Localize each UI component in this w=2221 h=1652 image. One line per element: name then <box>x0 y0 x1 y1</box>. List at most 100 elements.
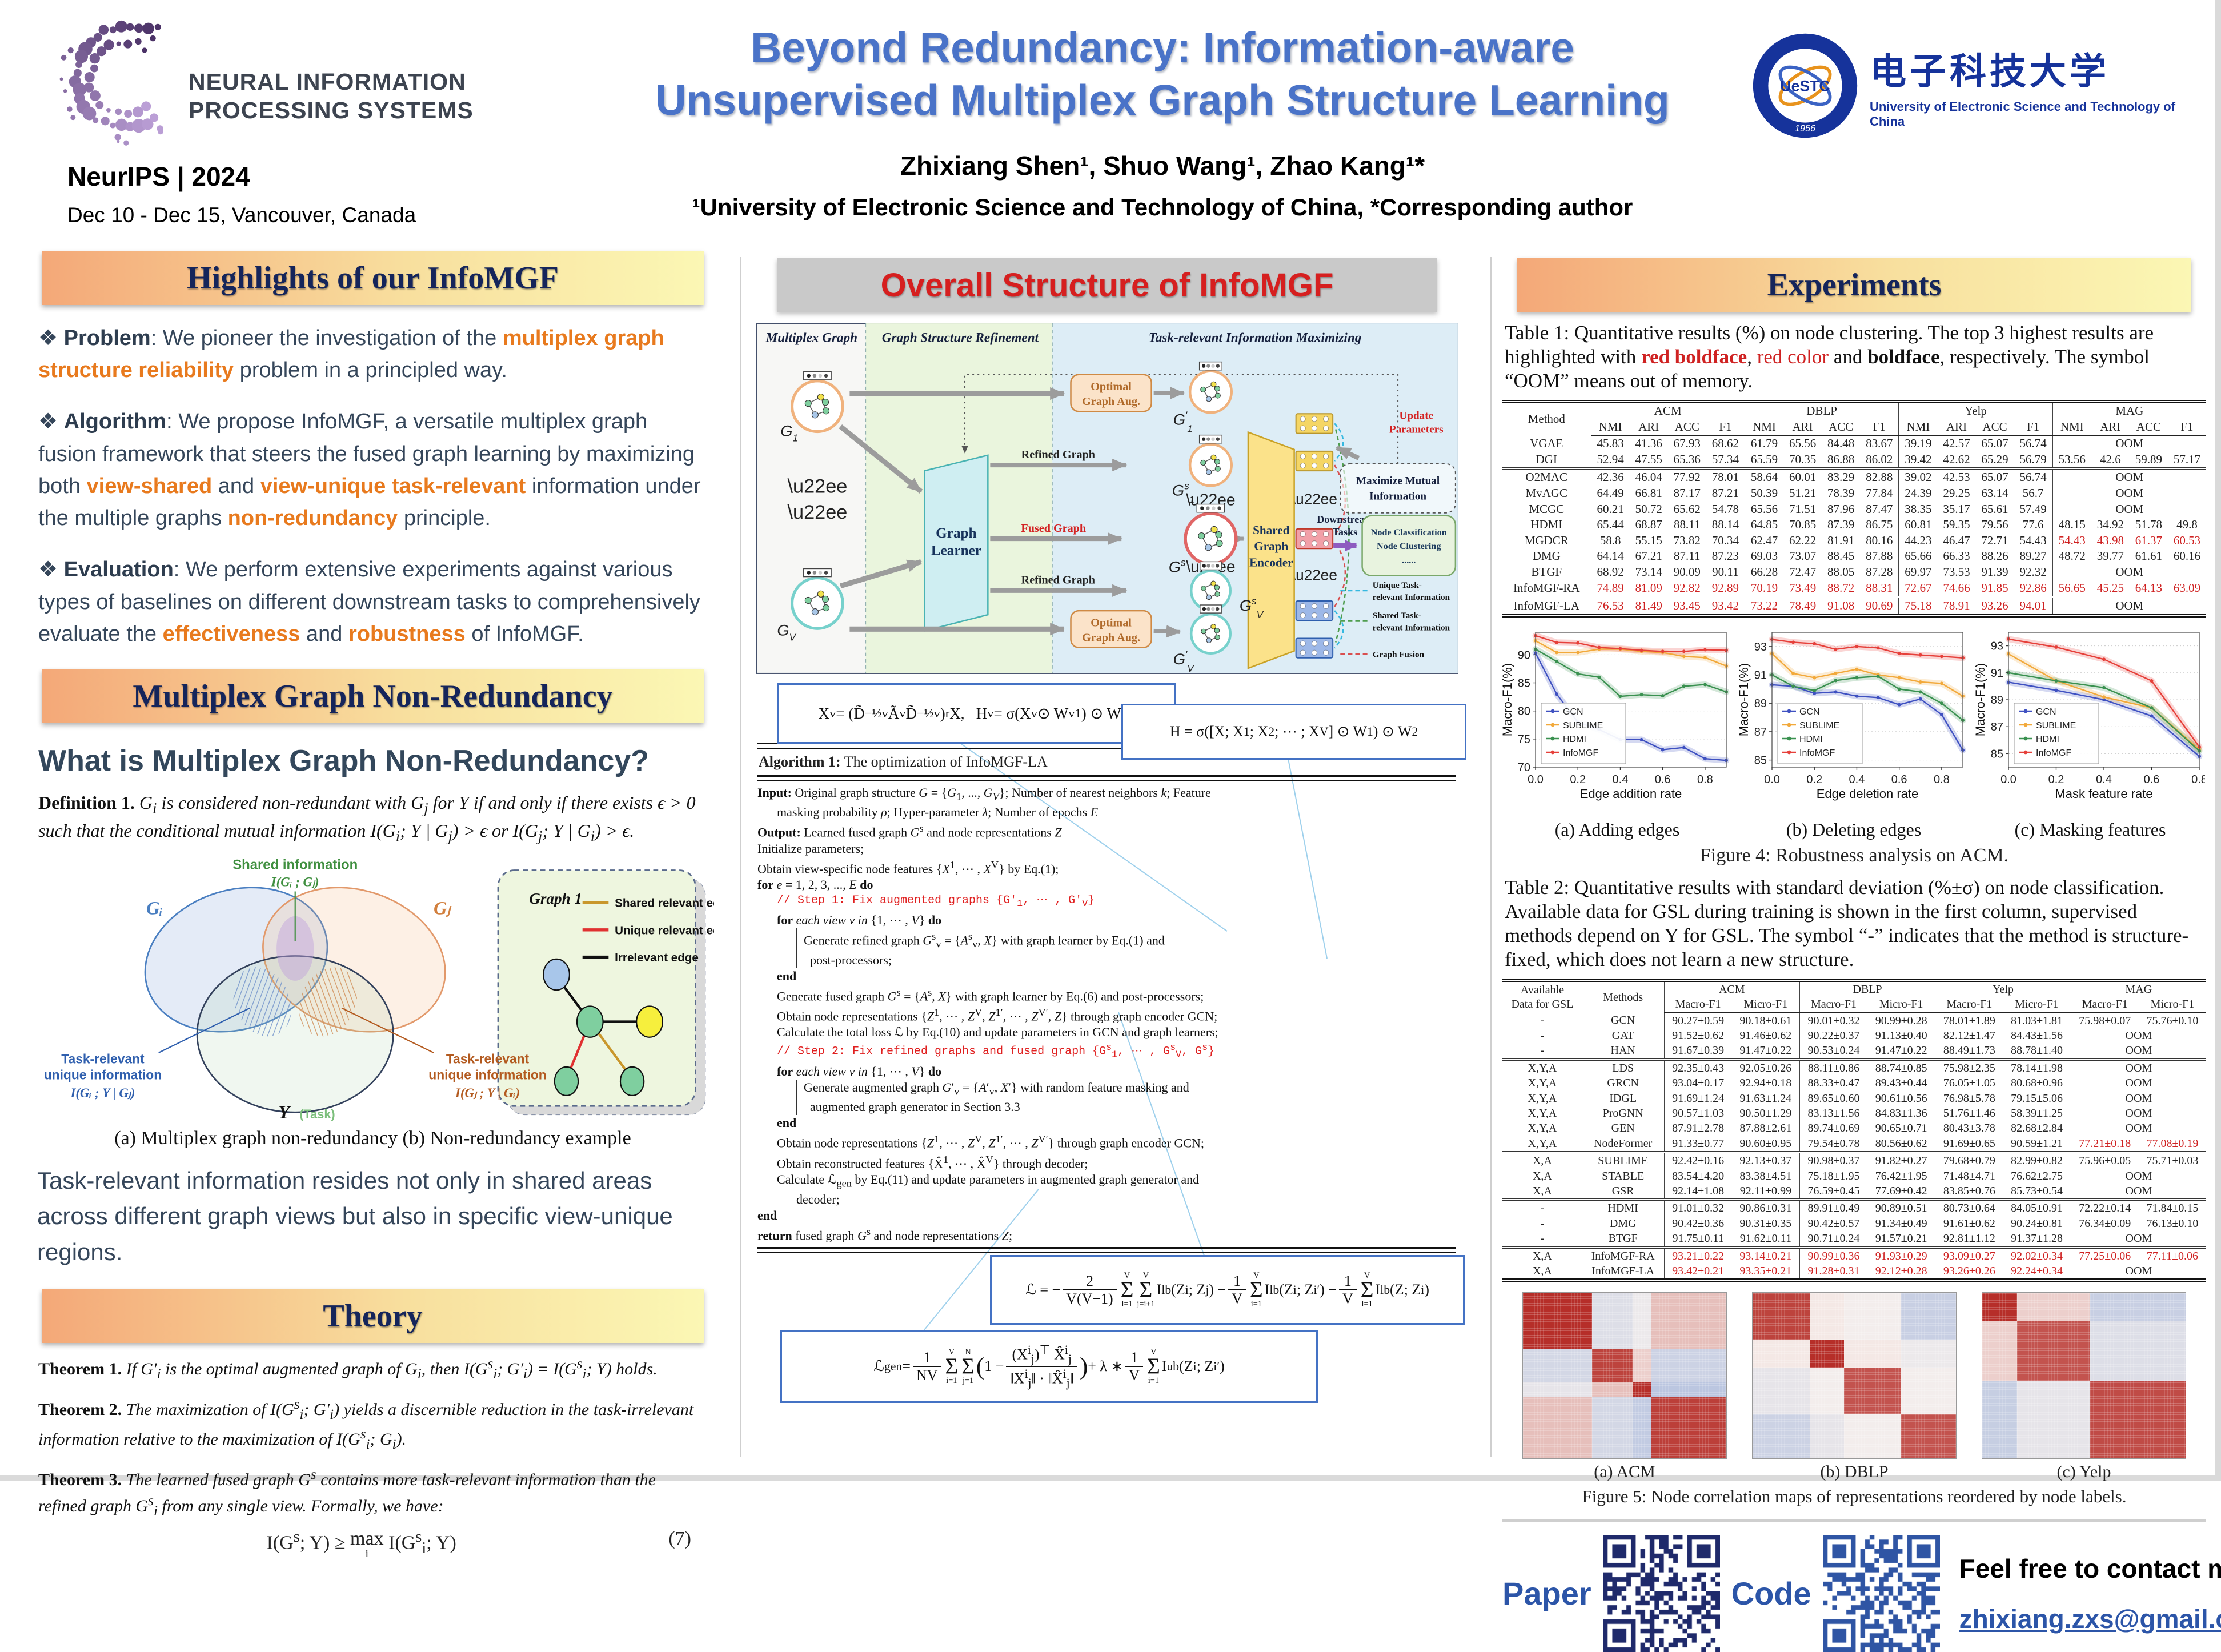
algorithm-line: for e = 1, 2, 3, ..., E do <box>757 877 873 892</box>
table-row: BTGF 68.92 73.14 90.09 90.11 66.28 72.47 88.05 8… <box>1502 564 2206 580</box>
svg-text:85: 85 <box>1518 677 1530 689</box>
figure-nonredundancy-caption: (a) Multiplex graph non-redundancy (b) N… <box>114 1128 631 1149</box>
poster-affiliation: ¹University of Electronic Science and Te… <box>692 194 1633 220</box>
wordmark-line2: PROCESSING SYSTEMS <box>189 97 474 124</box>
section-nonredundancy-title: Multiplex Graph Non-Redundancy <box>133 679 613 715</box>
table-row: X,A SUBLIME 92.42±0.16 92.13±0.37 90.98±0.37… <box>1502 1151 2206 1169</box>
svg-text:Edge addition rate: Edge addition rate <box>1580 787 1682 801</box>
refined-graph-label-bottom: Refined Graph <box>1021 574 1095 587</box>
svg-text:Mask feature rate: Mask feature rate <box>2055 787 2152 801</box>
svg-text:SUBLIME: SUBLIME <box>2036 721 2076 731</box>
fig5-map-label: (b) DBLP <box>1820 1462 1889 1482</box>
conference-dates: Dec 10 - Dec 15, Vancouver, Canada <box>67 203 416 227</box>
legend-shared-edge: Shared relevant edge <box>615 897 714 910</box>
venn-right-hatch <box>299 967 358 1037</box>
maximize-mutual-box <box>1340 463 1456 514</box>
svg-text:90: 90 <box>1518 649 1530 661</box>
table-row: X,A InfoMGF-RA 93.21±0.22 93.14±0.21 90.99±0… <box>1502 1246 2206 1264</box>
refined-graph-label-top: Refined Graph <box>1021 448 1095 461</box>
svg-text:\u22ee: \u22ee <box>788 502 848 523</box>
graph1-card <box>497 869 696 1107</box>
algorithm-line: for each view v in {1, ⋯ , V} do <box>777 1064 942 1079</box>
svg-text:0.8: 0.8 <box>1934 773 1950 786</box>
code-qr-code[interactable] <box>1822 1535 1940 1652</box>
svg-text:Edge deletion rate: Edge deletion rate <box>1817 787 1919 801</box>
venn-left-hatch <box>233 967 291 1037</box>
middle-column: Overall Structure of InfoMGF Multiplex G… <box>753 251 1466 1481</box>
equation-7-number: (7) <box>668 1527 691 1549</box>
optaug-bot-l2: Graph Aug. <box>1082 632 1140 644</box>
svg-text:0.8: 0.8 <box>2191 773 2205 786</box>
title-line1: Beyond Redundancy: Information-aware <box>751 23 1574 71</box>
table1-caption: Table 1: Quantitative results (%) on nod… <box>1505 322 2154 392</box>
table-row: X,Y,A ProGNN 90.57±1.03 90.50±1.29 83.13±1.5… <box>1502 1106 2206 1121</box>
structure-diagram: Multiplex Graph Graph Structure Refineme… <box>756 323 1458 674</box>
algorithm-line: Obtain node representations {Z1, ⋯ , ZV,… <box>777 1007 1218 1024</box>
uestc-text: 电子科技大学 University of Electronic Science … <box>1870 42 2190 129</box>
table-row: - HAN 91.67±0.39 91.47±0.22 90.53±0.24 91.47±… <box>1502 1043 2206 1060</box>
uestc-year: 1956 <box>1795 123 1815 134</box>
svg-text:SUBLIME: SUBLIME <box>1799 721 1839 731</box>
table-row: X,Y,A LDS 92.35±0.43 92.05±0.26 88.11±0.86 88… <box>1502 1058 2206 1076</box>
overall-structure-figure: Multiplex Graph Graph Structure Refineme… <box>753 320 1461 680</box>
svg-text:80: 80 <box>1518 705 1530 718</box>
table-row: MGDCR 58.8 55.15 73.82 70.34 62.47 62.22 81.91 8… <box>1502 532 2206 549</box>
fig5-map: (c) Yelp <box>1982 1292 2186 1482</box>
graph-learner-box <box>924 454 989 632</box>
svg-text:0.2: 0.2 <box>1570 773 1586 786</box>
left-label-1: Task-relevant <box>61 1052 145 1066</box>
svg-text:\u22ee: \u22ee <box>1292 567 1337 584</box>
contact-email-link[interactable]: zhixiang.zxs@gmail.com <box>1959 1603 2221 1634</box>
poster-header: NEURAL INFORMATION PROCESSING SYSTEMS Ne… <box>0 0 2221 250</box>
encoder-l2: Graph <box>1254 539 1288 553</box>
svg-text:0.0: 0.0 <box>1528 773 1544 786</box>
fig4-chart-cell: 85 87 89 91 93 0.0 0.2 0.4 0.6 0.8 Mask feature ra… <box>1973 625 2207 840</box>
contact-line: Feel free to contact me: <box>1959 1553 2221 1583</box>
nodebox-l1: Node Classification <box>1371 528 1447 538</box>
shared-info-eq: I(Gᵢ ; Gⱼ) <box>271 875 319 889</box>
shared-graph-encoder <box>1247 431 1295 669</box>
svg-text:0.4: 0.4 <box>1849 773 1865 786</box>
uestc-emblem: UeSTC 1956 <box>1753 33 1858 138</box>
table-row: DMG 64.14 67.21 87.11 87.23 69.03 73.07 88.45 87… <box>1502 548 2206 565</box>
highlight-problem: ❖ Problem: We pioneer the investigation … <box>38 326 664 383</box>
uestc-abbr: UeSTC <box>1780 78 1830 95</box>
section-label-refinement: Graph Structure Refinement <box>882 330 1040 345</box>
algorithm-line: Obtain reconstructed features {X̂1, ⋯ , … <box>777 1153 1088 1171</box>
svg-text:91: 91 <box>1754 669 1767 681</box>
maximize-l2: Information <box>1369 491 1426 503</box>
section-label-maximizing: Task-relevant Information Maximizing <box>1149 330 1362 345</box>
poster-title: Beyond Redundancy: Information-aware Uns… <box>577 22 1748 126</box>
gi-label: Gᵢ <box>146 899 163 919</box>
svg-text:93: 93 <box>1754 641 1767 653</box>
legend-unique-edge: Unique relevant edge <box>615 924 714 937</box>
svg-text:0.0: 0.0 <box>1764 773 1780 786</box>
title-line2: Unsupervised Multiplex Graph Structure L… <box>655 75 1670 124</box>
neurips-wordmark: NEURAL INFORMATION PROCESSING SYSTEMS <box>189 67 474 125</box>
figure5-caption: Figure 5: Node correlation maps of repre… <box>1582 1486 2127 1507</box>
svg-text:GCN: GCN <box>1799 707 1820 717</box>
gj-label: Gⱼ <box>434 899 452 919</box>
fig4-subcaption: (a) Adding edges <box>1554 819 1680 840</box>
table-row: X,Y,A GRCN 93.04±0.17 92.94±0.18 88.33±0.47 8… <box>1502 1076 2206 1091</box>
graph-learner-label2: Learner <box>931 543 981 558</box>
code-qr-label: Code <box>1731 1575 1811 1612</box>
table-row: MvAGC 64.49 66.81 87.17 87.21 50.39 51.21 78.39… <box>1502 486 2206 502</box>
table-row: - HDMI 91.01±0.32 90.86±0.31 89.91±0.49 90.89… <box>1502 1198 2206 1216</box>
table-row: X,Y,A IDGL 91.69±1.24 91.63±1.24 89.65±0.60 9… <box>1502 1090 2206 1106</box>
table-row: X,Y,A NodeFormer 91.33±0.77 90.60±0.95 79.54… <box>1502 1136 2206 1153</box>
algorithm-line: masking probability ρ; Hyper-parameter λ… <box>777 805 1099 820</box>
table-row: X,Y,A GEN 87.91±2.78 87.88±2.61 89.74±0.69 90… <box>1502 1121 2206 1136</box>
svg-text:InfoMGF: InfoMGF <box>2036 748 2071 758</box>
node-green-bl <box>554 1066 579 1097</box>
svg-text:0.4: 0.4 <box>1613 773 1629 786</box>
nodebox-l3: ...... <box>1402 555 1416 565</box>
algorithm-line: end <box>757 1208 777 1222</box>
svg-text:Macro-F1(%): Macro-F1(%) <box>1739 663 1751 736</box>
paper-qr-code[interactable] <box>1602 1535 1720 1652</box>
table-row: DGI 52.94 47.55 65.36 57.34 65.59 70.35 86.88 86… <box>1502 451 2206 469</box>
table-row: - BTGF 91.75±0.11 91.62±0.11 90.71±0.24 91.57… <box>1502 1231 2206 1248</box>
